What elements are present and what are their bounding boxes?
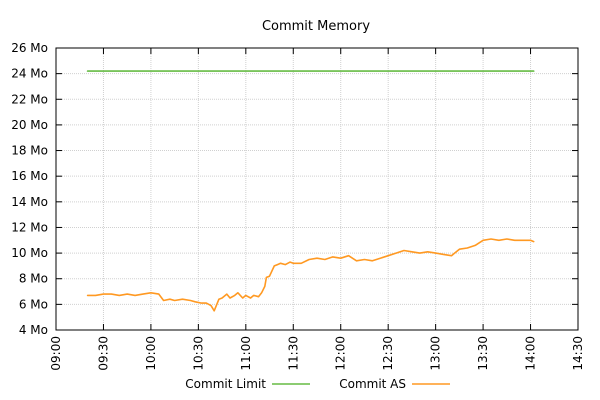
plot-frame bbox=[55, 47, 579, 331]
y-tick-label: 16 Mo bbox=[11, 169, 48, 183]
y-tick-label: 18 Mo bbox=[11, 144, 48, 158]
x-tick-label: 09:30 bbox=[96, 336, 110, 371]
y-tick-label: 14 Mo bbox=[11, 195, 48, 209]
chart-title: Commit Memory bbox=[262, 19, 370, 34]
y-axis-labels: 4 Mo 6 Mo 8 Mo 10 Mo 12 Mo 14 Mo 16 Mo 18 Mo 20 … bbox=[11, 41, 48, 337]
x-tick-label: 14:00 bbox=[524, 336, 538, 371]
y-tick-label: 4 Mo bbox=[19, 323, 48, 337]
y-tick-label: 12 Mo bbox=[11, 220, 48, 234]
grid-layer bbox=[56, 48, 578, 330]
legend: Commit Limit Commit AS bbox=[185, 377, 450, 391]
legend-label-commit-as: Commit AS bbox=[339, 377, 406, 391]
legend-label-commit-limit: Commit Limit bbox=[185, 377, 266, 391]
x-tick-label: 10:30 bbox=[191, 336, 205, 371]
x-tick-label: 09:00 bbox=[49, 336, 63, 371]
x-tick-label: 12:30 bbox=[381, 336, 395, 371]
x-tick-label: 13:00 bbox=[429, 336, 443, 371]
tick-layer bbox=[55, 47, 579, 331]
y-tick-label: 24 Mo bbox=[11, 67, 48, 81]
x-tick-label: 12:00 bbox=[334, 336, 348, 371]
y-tick-label: 10 Mo bbox=[11, 246, 48, 260]
x-tick-label: 11:00 bbox=[239, 336, 253, 371]
x-tick-label: 11:30 bbox=[286, 336, 300, 371]
series-layer bbox=[86, 70, 535, 312]
y-tick-label: 6 Mo bbox=[19, 297, 48, 311]
y-tick-label: 26 Mo bbox=[11, 41, 48, 55]
x-tick-label: 13:30 bbox=[476, 336, 490, 371]
x-tick-label: 14:30 bbox=[571, 336, 585, 371]
y-tick-label: 22 Mo bbox=[11, 92, 48, 106]
series-line-commit-as bbox=[86, 238, 535, 312]
x-tick-label: 10:00 bbox=[144, 336, 158, 371]
y-tick-label: 8 Mo bbox=[19, 272, 48, 286]
y-tick-label: 20 Mo bbox=[11, 118, 48, 132]
x-axis-labels: 09:00 09:30 10:00 10:30 11:00 11:30 12:00 12:30… bbox=[49, 336, 585, 371]
